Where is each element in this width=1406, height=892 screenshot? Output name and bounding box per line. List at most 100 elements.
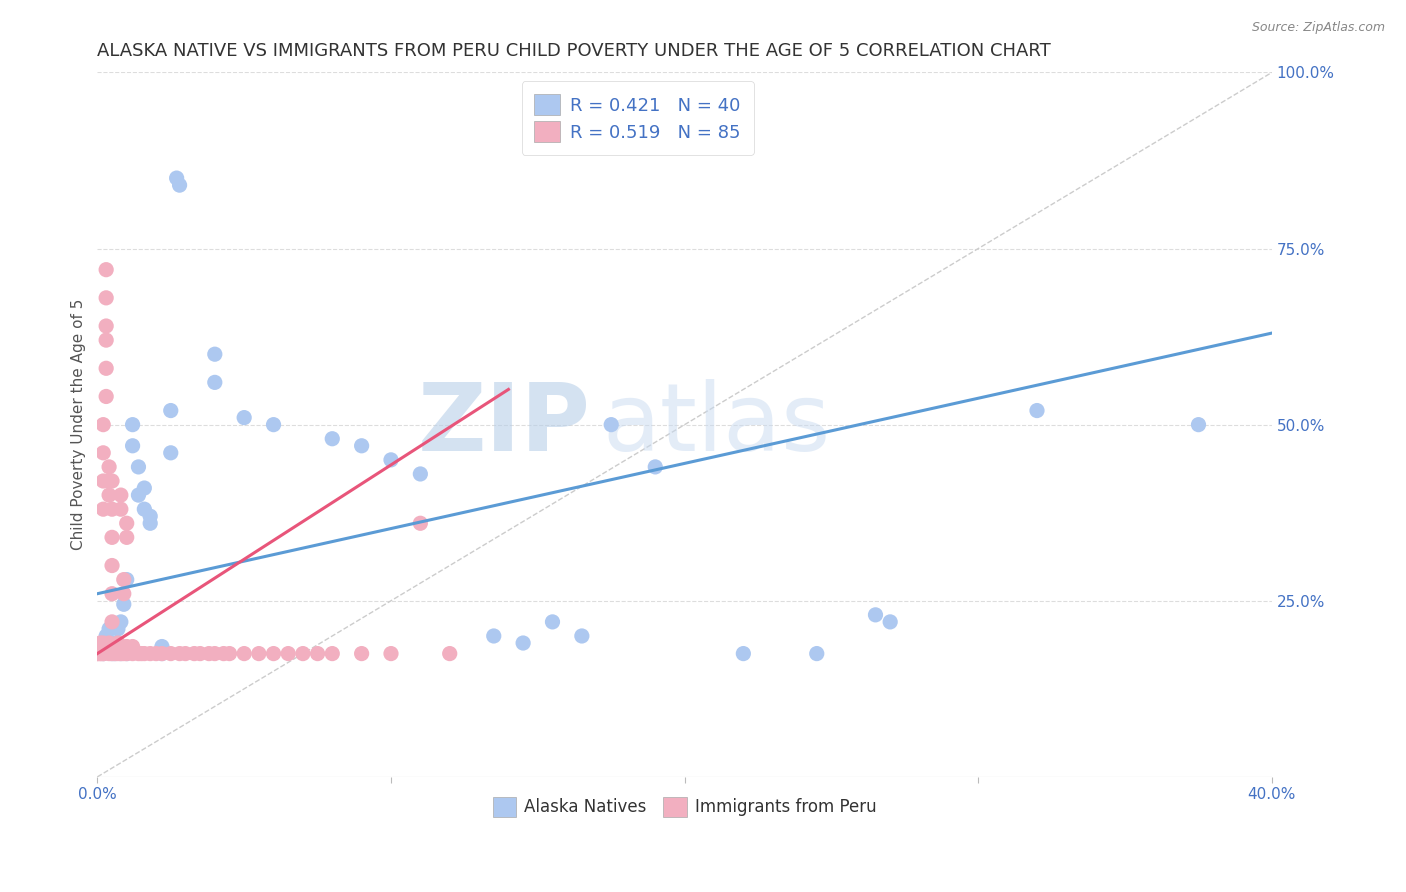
Point <box>482 629 505 643</box>
Point <box>96 389 118 403</box>
Point <box>86 643 108 657</box>
Point <box>169 647 191 661</box>
Point <box>107 643 129 657</box>
Point <box>127 488 149 502</box>
Point <box>104 647 127 661</box>
Point <box>104 636 127 650</box>
Text: ZIP: ZIP <box>418 378 591 471</box>
Point <box>169 178 191 193</box>
Point <box>174 647 197 661</box>
Point <box>101 643 124 657</box>
Point <box>247 647 270 661</box>
Point <box>127 459 149 474</box>
Point <box>212 647 235 661</box>
Point <box>127 647 149 661</box>
Point <box>104 647 127 661</box>
Point <box>101 530 124 544</box>
Point <box>91 640 114 654</box>
Point <box>879 615 901 629</box>
Point <box>96 291 118 305</box>
Point <box>101 587 124 601</box>
Point <box>86 640 108 654</box>
Point <box>121 643 143 657</box>
Point <box>380 647 402 661</box>
Point <box>321 647 343 661</box>
Point <box>112 647 135 661</box>
Text: Source: ZipAtlas.com: Source: ZipAtlas.com <box>1251 21 1385 34</box>
Point <box>409 467 432 481</box>
Point <box>263 417 285 432</box>
Point <box>98 643 121 657</box>
Point <box>600 417 623 432</box>
Point <box>112 587 135 601</box>
Point <box>233 647 256 661</box>
Point <box>86 647 108 661</box>
Point <box>96 333 118 347</box>
Point <box>112 643 135 657</box>
Point <box>150 647 173 661</box>
Point <box>115 516 138 531</box>
Point <box>134 481 156 495</box>
Point <box>89 647 111 661</box>
Point <box>865 607 887 622</box>
Point <box>121 640 143 654</box>
Point <box>101 647 124 661</box>
Point <box>101 474 124 488</box>
Point <box>91 647 114 661</box>
Point <box>91 647 114 661</box>
Legend: Alaska Natives, Immigrants from Peru: Alaska Natives, Immigrants from Peru <box>484 789 884 825</box>
Point <box>291 647 314 661</box>
Point <box>110 647 132 661</box>
Point <box>204 376 226 390</box>
Point <box>110 502 132 516</box>
Point <box>101 643 124 657</box>
Point <box>91 640 114 654</box>
Point <box>159 446 181 460</box>
Point <box>121 439 143 453</box>
Point <box>91 647 114 661</box>
Point <box>107 640 129 654</box>
Point <box>89 640 111 654</box>
Point <box>115 647 138 661</box>
Point <box>1187 417 1209 432</box>
Point <box>98 474 121 488</box>
Point <box>96 318 118 333</box>
Point <box>98 647 121 661</box>
Point <box>1026 403 1049 417</box>
Point <box>112 597 135 611</box>
Point <box>512 636 534 650</box>
Point <box>101 558 124 573</box>
Point <box>91 474 114 488</box>
Point <box>134 647 156 661</box>
Point <box>98 622 121 636</box>
Point <box>350 439 373 453</box>
Point <box>91 502 114 516</box>
Point <box>98 640 121 654</box>
Text: ALASKA NATIVE VS IMMIGRANTS FROM PERU CHILD POVERTY UNDER THE AGE OF 5 CORRELATI: ALASKA NATIVE VS IMMIGRANTS FROM PERU CH… <box>97 42 1052 60</box>
Point <box>263 647 285 661</box>
Point <box>307 647 329 661</box>
Point <box>145 647 167 661</box>
Text: atlas: atlas <box>602 378 831 471</box>
Point <box>806 647 828 661</box>
Point <box>101 615 124 629</box>
Point <box>96 636 118 650</box>
Point <box>204 647 226 661</box>
Point <box>134 502 156 516</box>
Point <box>89 636 111 650</box>
Point <box>277 647 299 661</box>
Point <box>139 516 162 531</box>
Point <box>107 640 129 654</box>
Point <box>159 403 181 417</box>
Point <box>86 647 108 661</box>
Point <box>321 432 343 446</box>
Point <box>98 459 121 474</box>
Point <box>350 647 373 661</box>
Point <box>91 446 114 460</box>
Point <box>89 647 111 661</box>
Point <box>218 647 240 661</box>
Point <box>166 171 188 186</box>
Point <box>150 647 173 661</box>
Point <box>110 488 132 502</box>
Point <box>115 647 138 661</box>
